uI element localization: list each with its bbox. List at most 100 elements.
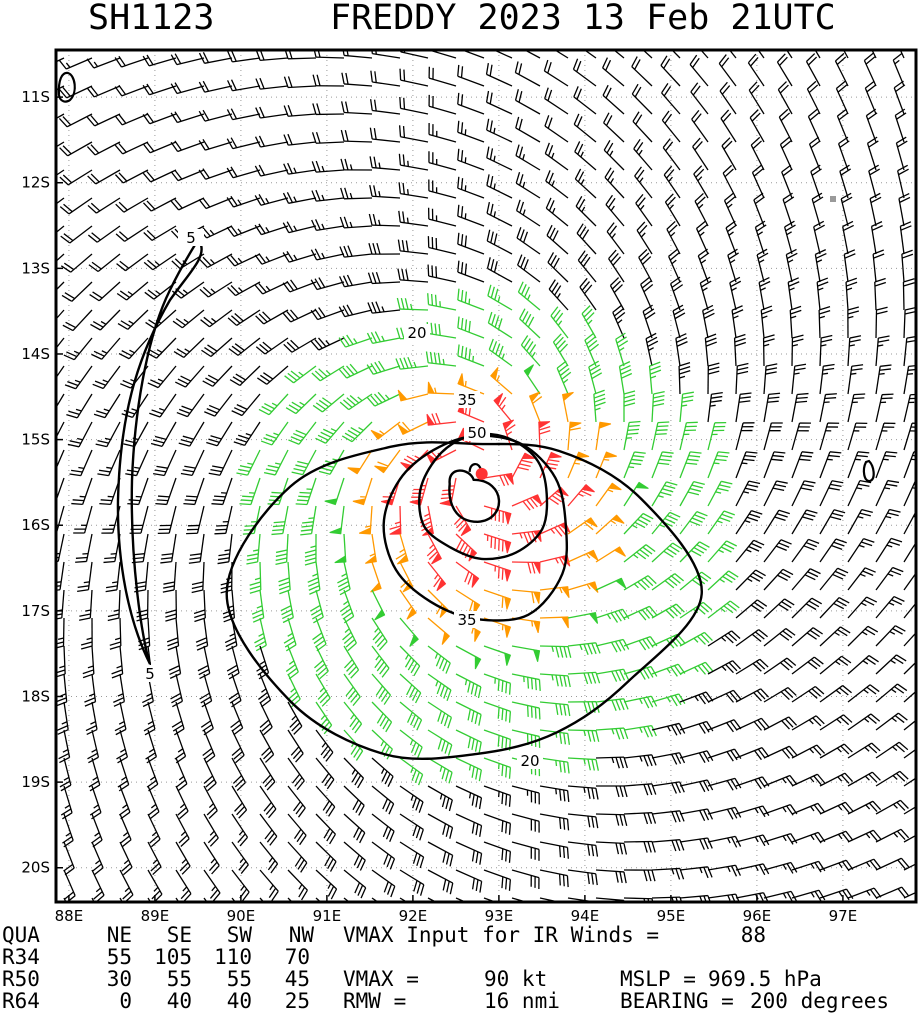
barb-full	[435, 412, 441, 424]
barb-flag	[397, 389, 408, 402]
wind-barb	[105, 561, 121, 593]
barb-staff	[813, 226, 821, 255]
barb-half	[245, 433, 252, 437]
barb-staff	[604, 176, 625, 199]
barb-full	[318, 307, 326, 318]
barb-full	[295, 503, 308, 506]
barb-full	[406, 455, 418, 463]
wind-barb	[875, 712, 908, 731]
wind-barb	[315, 785, 336, 817]
wind-barb	[791, 480, 816, 507]
barb-full	[199, 288, 209, 298]
barb-half	[381, 306, 385, 313]
barb-staff	[748, 89, 765, 115]
wind-barb	[623, 665, 658, 680]
barb-staff	[315, 729, 334, 753]
wind-barb	[819, 801, 854, 815]
wind-barb	[760, 305, 773, 339]
wind-barb	[485, 90, 513, 115]
barb-half	[666, 668, 671, 674]
wind-barb	[493, 393, 513, 423]
barb-full	[595, 642, 601, 654]
wind-barb	[483, 897, 498, 902]
barb-full	[638, 610, 647, 621]
barb-full	[310, 340, 320, 351]
barb-full	[587, 672, 593, 684]
contour-label: 20	[520, 752, 539, 770]
barb-half	[148, 748, 155, 753]
barb-staff	[371, 701, 393, 723]
wind-barb	[457, 148, 485, 171]
barb-full	[386, 856, 392, 868]
wind-barb	[651, 481, 678, 507]
barb-full	[781, 749, 790, 759]
barb-full	[711, 391, 723, 395]
wind-barb	[287, 757, 305, 791]
barb-staff	[76, 393, 93, 419]
bearing-label: BEARING =	[620, 989, 734, 1013]
barb-flag	[334, 555, 347, 564]
barb-staff	[302, 449, 317, 475]
wind-barb	[483, 841, 512, 863]
wind-barb	[56, 113, 65, 120]
barb-full	[254, 195, 262, 206]
barb-full	[802, 516, 814, 521]
barb-full	[724, 192, 734, 201]
barb-full	[374, 393, 383, 404]
barb-staff	[106, 421, 121, 447]
barb-full	[147, 289, 158, 298]
barb-full	[623, 698, 629, 710]
barb-half	[178, 775, 185, 781]
wind-barb	[483, 533, 512, 554]
barb-staff	[735, 539, 755, 563]
barb-full	[69, 440, 82, 444]
barb-full	[706, 750, 714, 762]
wind-barb	[427, 264, 457, 283]
barb-full	[705, 337, 717, 343]
barb-full	[519, 308, 526, 320]
barb-full	[526, 705, 529, 717]
barb-flag	[504, 568, 512, 582]
barb-full	[618, 640, 626, 651]
barb-staff	[847, 480, 861, 507]
wind-barb	[147, 841, 162, 876]
barb-full	[691, 484, 703, 489]
wind-barb	[487, 284, 513, 311]
barb-half	[409, 739, 414, 746]
barb-staff	[428, 362, 457, 367]
barb-half	[75, 408, 82, 412]
barb-full	[662, 138, 671, 148]
barb-staff	[863, 60, 877, 87]
barb-full	[174, 53, 182, 64]
barb-full	[807, 661, 818, 670]
barb-full	[634, 166, 642, 177]
barb-full	[591, 787, 595, 800]
barb-full	[198, 140, 206, 151]
barb-full	[352, 799, 359, 811]
barb-staff	[731, 310, 737, 339]
barb-full	[223, 613, 235, 619]
barb-flag	[581, 483, 595, 493]
barb-half	[149, 776, 156, 781]
barb-full	[344, 187, 349, 199]
barb-full	[871, 225, 883, 231]
barb-half	[729, 259, 736, 264]
barb-full	[170, 200, 180, 211]
barb-full	[845, 277, 857, 283]
wind-barb	[236, 449, 261, 476]
wind-barb	[763, 861, 798, 874]
barb-full	[369, 127, 373, 140]
y-tick-label: 15S	[21, 431, 50, 449]
barb-staff	[287, 57, 317, 60]
wind-barb	[315, 729, 334, 762]
wind-barb	[89, 281, 121, 302]
wind-barb	[56, 141, 65, 148]
barb-staff	[651, 839, 680, 843]
barb-full	[811, 688, 822, 697]
wind-barb	[548, 279, 569, 311]
barb-full	[347, 642, 357, 652]
barb-staff	[315, 673, 331, 699]
barb-staff	[488, 349, 513, 367]
barb-full	[402, 126, 406, 138]
barb-staff	[763, 745, 790, 759]
